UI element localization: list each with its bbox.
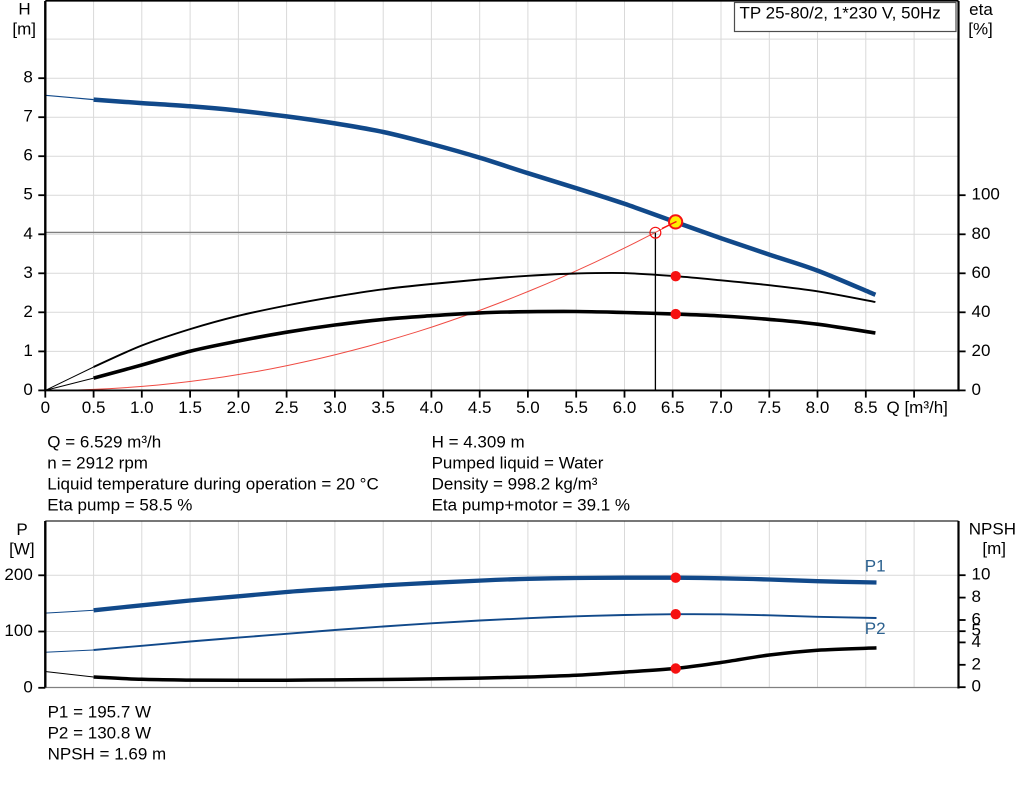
- svg-text:Q [m³/h]: Q [m³/h]: [887, 398, 948, 417]
- svg-text:eta: eta: [969, 0, 993, 19]
- svg-text:0: 0: [23, 677, 32, 696]
- svg-text:6.5: 6.5: [661, 398, 685, 417]
- svg-text:8: 8: [23, 68, 32, 87]
- svg-text:Liquid temperature during oper: Liquid temperature during operation = 20…: [47, 474, 378, 493]
- svg-text:n = 2912 rpm: n = 2912 rpm: [47, 453, 148, 472]
- svg-text:2.0: 2.0: [227, 398, 251, 417]
- svg-text:0: 0: [41, 398, 50, 417]
- svg-text:0: 0: [972, 677, 981, 696]
- svg-text:4: 4: [972, 632, 981, 651]
- svg-text:P: P: [16, 520, 27, 539]
- svg-text:0: 0: [23, 380, 32, 399]
- svg-text:4.5: 4.5: [468, 398, 492, 417]
- svg-text:60: 60: [972, 263, 991, 282]
- svg-text:8.0: 8.0: [806, 398, 830, 417]
- svg-text:2.5: 2.5: [275, 398, 299, 417]
- svg-text:200: 200: [4, 565, 32, 584]
- svg-text:5.0: 5.0: [516, 398, 540, 417]
- svg-text:8: 8: [972, 587, 981, 606]
- svg-text:1.0: 1.0: [130, 398, 154, 417]
- svg-text:[m]: [m]: [982, 539, 1006, 558]
- svg-text:4: 4: [23, 224, 32, 243]
- svg-text:H: H: [18, 0, 30, 19]
- svg-text:P1 = 195.7 W: P1 = 195.7 W: [48, 703, 151, 722]
- svg-text:Density = 998.2 kg/m³: Density = 998.2 kg/m³: [432, 474, 598, 493]
- svg-text:[W]: [W]: [9, 539, 35, 558]
- svg-text:P1: P1: [865, 556, 886, 575]
- svg-text:40: 40: [972, 302, 991, 321]
- svg-text:7.5: 7.5: [757, 398, 781, 417]
- svg-text:6: 6: [23, 146, 32, 165]
- svg-text:0.5: 0.5: [82, 398, 106, 417]
- svg-text:2: 2: [23, 302, 32, 321]
- svg-text:TP 25-80/2, 1*230 V, 50Hz: TP 25-80/2, 1*230 V, 50Hz: [740, 3, 941, 22]
- svg-text:10: 10: [972, 565, 991, 584]
- svg-text:NPSH = 1.69 m: NPSH = 1.69 m: [48, 745, 167, 764]
- svg-text:Q = 6.529 m³/h: Q = 6.529 m³/h: [47, 432, 161, 451]
- svg-text:7: 7: [23, 107, 32, 126]
- svg-text:7.0: 7.0: [709, 398, 733, 417]
- svg-text:100: 100: [4, 621, 32, 640]
- svg-text:8.5: 8.5: [854, 398, 878, 417]
- svg-text:1.5: 1.5: [178, 398, 202, 417]
- svg-text:1: 1: [23, 341, 32, 360]
- svg-text:3.0: 3.0: [323, 398, 347, 417]
- svg-text:P2: P2: [865, 619, 886, 638]
- svg-text:NPSH: NPSH: [969, 519, 1016, 538]
- svg-text:[%]: [%]: [968, 20, 993, 39]
- svg-text:4.0: 4.0: [420, 398, 444, 417]
- svg-text:3.5: 3.5: [371, 398, 395, 417]
- svg-text:5.5: 5.5: [564, 398, 588, 417]
- svg-text:5: 5: [972, 621, 981, 640]
- svg-text:3: 3: [23, 263, 32, 282]
- svg-text:0: 0: [972, 380, 981, 399]
- svg-text:Eta pump+motor = 39.1 %: Eta pump+motor = 39.1 %: [432, 495, 630, 514]
- svg-text:100: 100: [972, 185, 1000, 204]
- svg-text:6: 6: [972, 610, 981, 629]
- svg-text:80: 80: [972, 224, 991, 243]
- svg-text:2: 2: [972, 654, 981, 673]
- svg-text:Pumped liquid = Water: Pumped liquid = Water: [432, 453, 604, 472]
- svg-text:P2 = 130.8 W: P2 = 130.8 W: [48, 724, 151, 743]
- svg-text:H = 4.309 m: H = 4.309 m: [432, 432, 525, 451]
- svg-text:[m]: [m]: [12, 20, 36, 39]
- svg-text:5: 5: [23, 185, 32, 204]
- svg-text:20: 20: [972, 341, 991, 360]
- svg-text:Eta pump = 58.5 %: Eta pump = 58.5 %: [47, 495, 192, 514]
- svg-text:6.0: 6.0: [613, 398, 637, 417]
